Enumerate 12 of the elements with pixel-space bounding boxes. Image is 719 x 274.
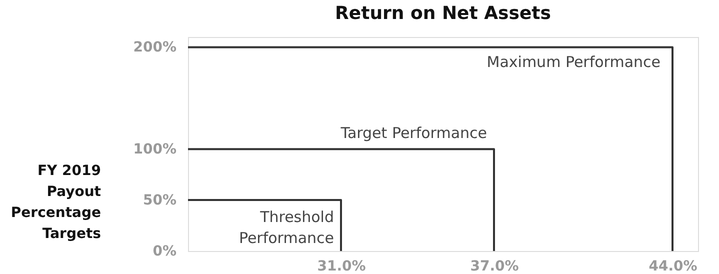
y-tick-label: 50%	[142, 192, 176, 209]
x-tick-label: 31.0%	[317, 258, 366, 274]
annotation: Target Performance	[340, 124, 487, 142]
y-tick-label: 100%	[133, 142, 176, 158]
y-tick-label: 0%	[152, 244, 176, 260]
annotation: Maximum Performance	[486, 53, 660, 72]
chart-title: Return on Net Assets	[335, 3, 551, 24]
annotation: Threshold Performance	[238, 208, 334, 248]
x-tick-label: 37.0%	[470, 258, 519, 274]
x-tick-label: 44.0%	[648, 258, 698, 274]
y-tick-label: 200%	[133, 40, 176, 56]
y-axis-title: FY 2019 Payout Percentage Targets	[10, 163, 102, 242]
